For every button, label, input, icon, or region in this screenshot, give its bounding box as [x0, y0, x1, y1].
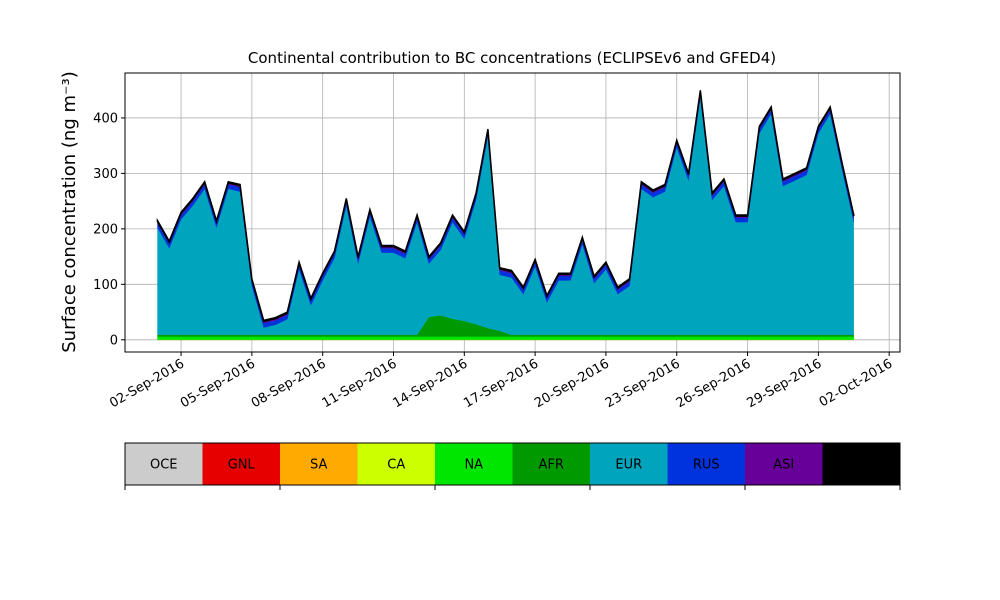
- legend-swatch: [125, 443, 203, 485]
- chart-title: Continental contribution to BC concentra…: [248, 49, 776, 67]
- y-tick-label: 0: [110, 333, 118, 348]
- legend-swatch: [667, 443, 745, 485]
- x-tick-label: 02-Sep-2016: [107, 356, 187, 411]
- x-tick-label: 14-Sep-2016: [390, 356, 470, 411]
- legend-label: AFR: [539, 458, 564, 473]
- legend-swatch: [202, 443, 280, 485]
- legend-label: RUS: [693, 458, 720, 473]
- legend-swatch: [512, 443, 590, 485]
- legend-label: ASI: [773, 458, 794, 473]
- x-tick-label: 08-Sep-2016: [249, 356, 329, 411]
- area: [157, 97, 854, 335]
- legend-label: OCE: [150, 458, 178, 473]
- x-tick-label: 05-Sep-2016: [178, 356, 258, 411]
- legend-frame: [124, 442, 901, 486]
- y-tick-label: 200: [93, 222, 118, 237]
- legend-swatch: [357, 443, 435, 485]
- legend-label: SA: [310, 458, 327, 473]
- y-tick-label: 100: [93, 278, 118, 293]
- legend-label: AUS: [848, 458, 875, 473]
- plot-frame: [124, 72, 901, 353]
- x-tick-label: 02-Oct-2016: [817, 356, 895, 410]
- y-axis-label: Surface concentration (ng m⁻³): [59, 71, 80, 353]
- legend-swatch: [280, 443, 358, 485]
- legend-label: EUR: [615, 458, 642, 473]
- legend-swatch: [590, 443, 668, 485]
- legend-label: NA: [464, 458, 483, 473]
- x-tick-label: 11-Sep-2016: [320, 356, 400, 411]
- y-tick-label: 300: [93, 167, 118, 182]
- legend-label: GNL: [228, 458, 256, 473]
- x-tick-label: 17-Sep-2016: [461, 356, 541, 411]
- area: [157, 336, 854, 340]
- legend-swatch: [745, 443, 823, 485]
- legend-label: CA: [387, 458, 405, 473]
- y-tick-label: 400: [93, 111, 118, 126]
- legend-swatch: [435, 443, 513, 485]
- x-tick-label: 23-Sep-2016: [603, 356, 683, 411]
- x-tick-label: 26-Sep-2016: [674, 356, 754, 411]
- legend-swatch: [822, 443, 900, 485]
- x-tick-label: 29-Sep-2016: [745, 356, 825, 411]
- x-tick-label: 20-Sep-2016: [532, 356, 612, 411]
- area: [156, 90, 855, 323]
